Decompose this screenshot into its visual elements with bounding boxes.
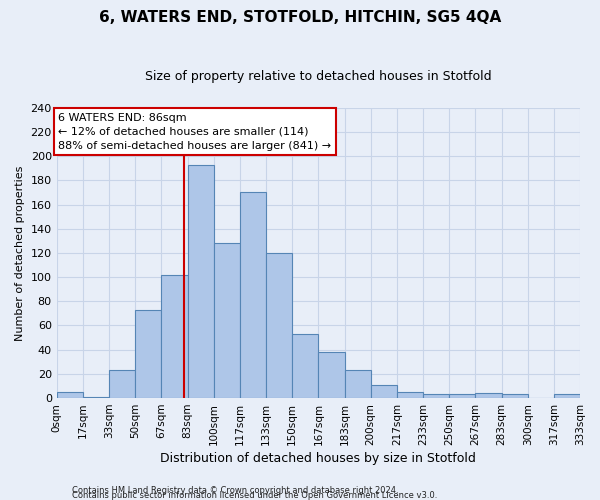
Text: 6, WATERS END, STOTFOLD, HITCHIN, SG5 4QA: 6, WATERS END, STOTFOLD, HITCHIN, SG5 4Q… <box>99 10 501 25</box>
Bar <box>161 274 187 398</box>
Bar <box>475 393 502 398</box>
Bar <box>109 370 135 398</box>
Bar <box>319 352 344 398</box>
Bar <box>449 394 475 398</box>
X-axis label: Distribution of detached houses by size in Stotfold: Distribution of detached houses by size … <box>160 452 476 465</box>
Text: 6 WATERS END: 86sqm
← 12% of detached houses are smaller (114)
88% of semi-detac: 6 WATERS END: 86sqm ← 12% of detached ho… <box>58 112 331 150</box>
Text: Contains HM Land Registry data © Crown copyright and database right 2024.: Contains HM Land Registry data © Crown c… <box>72 486 398 495</box>
Bar <box>214 243 240 398</box>
Bar <box>397 392 423 398</box>
Bar <box>83 397 109 398</box>
Bar <box>554 394 580 398</box>
Bar <box>266 253 292 398</box>
Y-axis label: Number of detached properties: Number of detached properties <box>15 165 25 340</box>
Text: Contains public sector information licensed under the Open Government Licence v3: Contains public sector information licen… <box>72 491 437 500</box>
Bar <box>423 394 449 398</box>
Bar <box>292 334 319 398</box>
Bar <box>344 370 371 398</box>
Bar <box>135 310 161 398</box>
Bar <box>502 394 527 398</box>
Bar <box>56 392 83 398</box>
Bar <box>371 385 397 398</box>
Bar <box>240 192 266 398</box>
Title: Size of property relative to detached houses in Stotfold: Size of property relative to detached ho… <box>145 70 491 83</box>
Bar <box>187 164 214 398</box>
